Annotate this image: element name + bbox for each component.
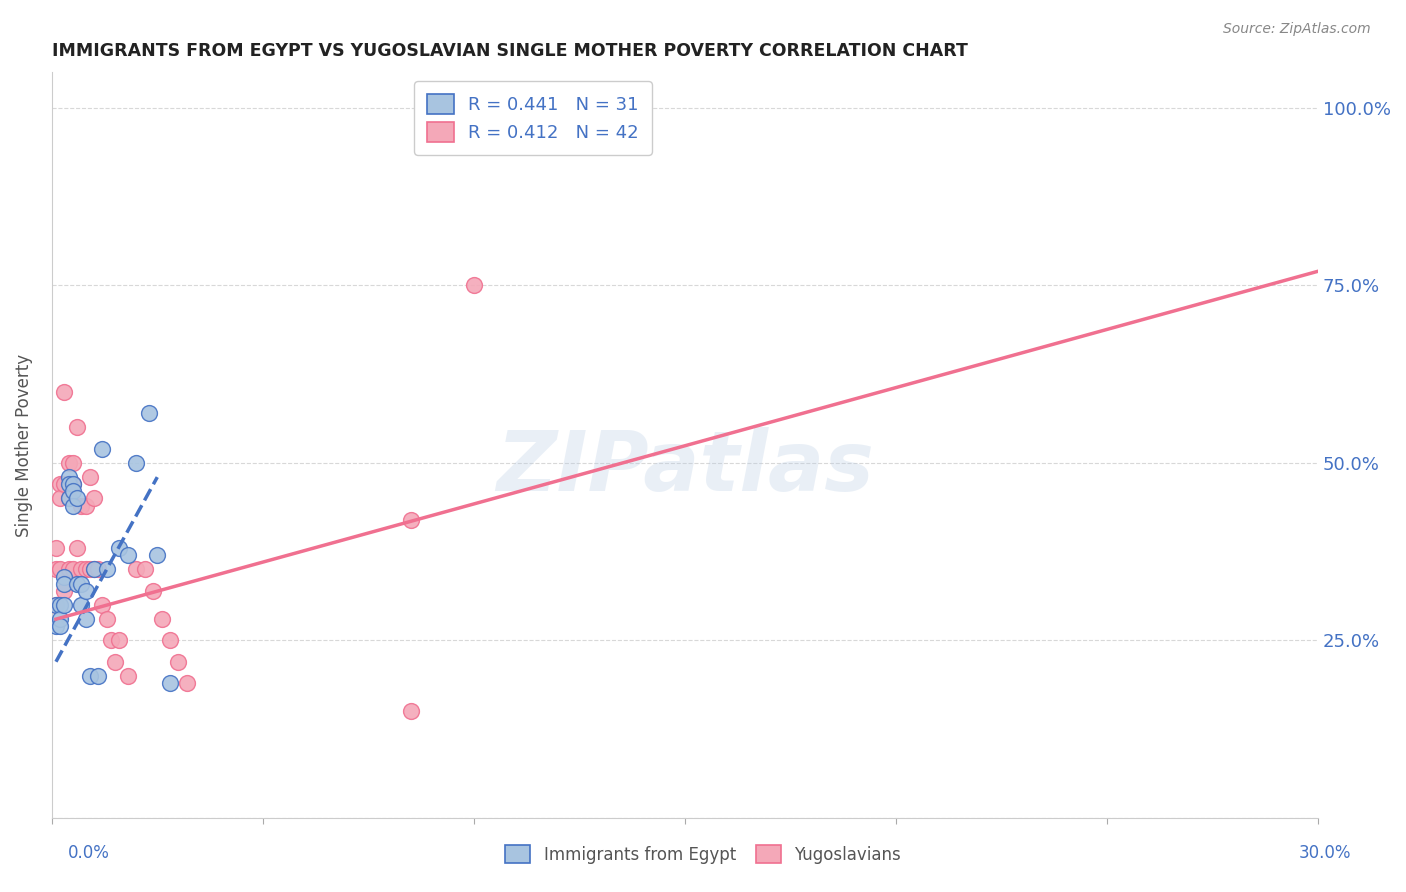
Point xyxy=(108,541,131,555)
Text: IMMIGRANTS FROM EGYPT VS YUGOSLAVIAN SINGLE MOTHER POVERTY CORRELATION CHART: IMMIGRANTS FROM EGYPT VS YUGOSLAVIAN SIN… xyxy=(52,42,967,60)
Text: 0.0%: 0.0% xyxy=(67,844,110,862)
Point xyxy=(45,598,67,612)
Point xyxy=(66,541,89,555)
Point xyxy=(125,456,148,470)
Point xyxy=(75,499,97,513)
Point xyxy=(96,612,118,626)
Point xyxy=(53,477,76,491)
Text: Source: ZipAtlas.com: Source: ZipAtlas.com xyxy=(1223,22,1371,37)
Point xyxy=(87,669,110,683)
Point xyxy=(142,583,165,598)
Point xyxy=(49,477,72,491)
Point xyxy=(53,576,76,591)
Point xyxy=(58,456,80,470)
Point xyxy=(75,612,97,626)
Point xyxy=(108,633,131,648)
Point xyxy=(399,705,422,719)
Point xyxy=(117,548,139,562)
Point xyxy=(134,562,156,576)
Point xyxy=(70,576,93,591)
Point xyxy=(53,384,76,399)
Point xyxy=(79,669,101,683)
Point xyxy=(91,442,114,456)
Point xyxy=(83,562,105,576)
Point xyxy=(87,562,110,576)
Legend: Immigrants from Egypt, Yugoslavians: Immigrants from Egypt, Yugoslavians xyxy=(499,838,907,871)
Point xyxy=(49,619,72,633)
Point xyxy=(66,420,89,434)
Point xyxy=(150,612,173,626)
Point xyxy=(399,513,422,527)
Point xyxy=(83,491,105,506)
Point xyxy=(53,598,76,612)
Point xyxy=(58,562,80,576)
Point xyxy=(75,562,97,576)
Point xyxy=(45,619,67,633)
Point xyxy=(83,562,105,576)
Point xyxy=(66,576,89,591)
Point xyxy=(104,655,127,669)
Point xyxy=(70,562,93,576)
Point xyxy=(58,470,80,484)
Point xyxy=(53,583,76,598)
Point xyxy=(49,562,72,576)
Point xyxy=(62,562,84,576)
Point xyxy=(159,676,181,690)
Point xyxy=(176,676,198,690)
Point xyxy=(45,562,67,576)
Point xyxy=(58,491,80,506)
Point xyxy=(58,477,80,491)
Point xyxy=(49,598,72,612)
Point xyxy=(62,484,84,499)
Point xyxy=(125,562,148,576)
Point xyxy=(75,583,97,598)
Point xyxy=(117,669,139,683)
Point xyxy=(70,499,93,513)
Point xyxy=(79,470,101,484)
Point xyxy=(463,278,485,293)
Point xyxy=(58,491,80,506)
Point xyxy=(146,548,169,562)
Point xyxy=(159,633,181,648)
Point xyxy=(45,541,67,555)
Point xyxy=(62,477,84,491)
Point xyxy=(62,499,84,513)
Point xyxy=(49,491,72,506)
Text: 30.0%: 30.0% xyxy=(1298,844,1351,862)
Point xyxy=(49,612,72,626)
Point xyxy=(79,562,101,576)
Point xyxy=(167,655,190,669)
Point xyxy=(62,456,84,470)
Y-axis label: Single Mother Poverty: Single Mother Poverty xyxy=(15,353,32,537)
Point xyxy=(45,598,67,612)
Point xyxy=(62,477,84,491)
Point xyxy=(53,569,76,583)
Point xyxy=(100,633,122,648)
Point xyxy=(70,598,93,612)
Text: ZIPatlas: ZIPatlas xyxy=(496,427,875,508)
Legend: R = 0.441   N = 31, R = 0.412   N = 42: R = 0.441 N = 31, R = 0.412 N = 42 xyxy=(415,81,652,154)
Point xyxy=(91,598,114,612)
Point xyxy=(138,406,160,420)
Point xyxy=(96,562,118,576)
Point xyxy=(66,491,89,506)
